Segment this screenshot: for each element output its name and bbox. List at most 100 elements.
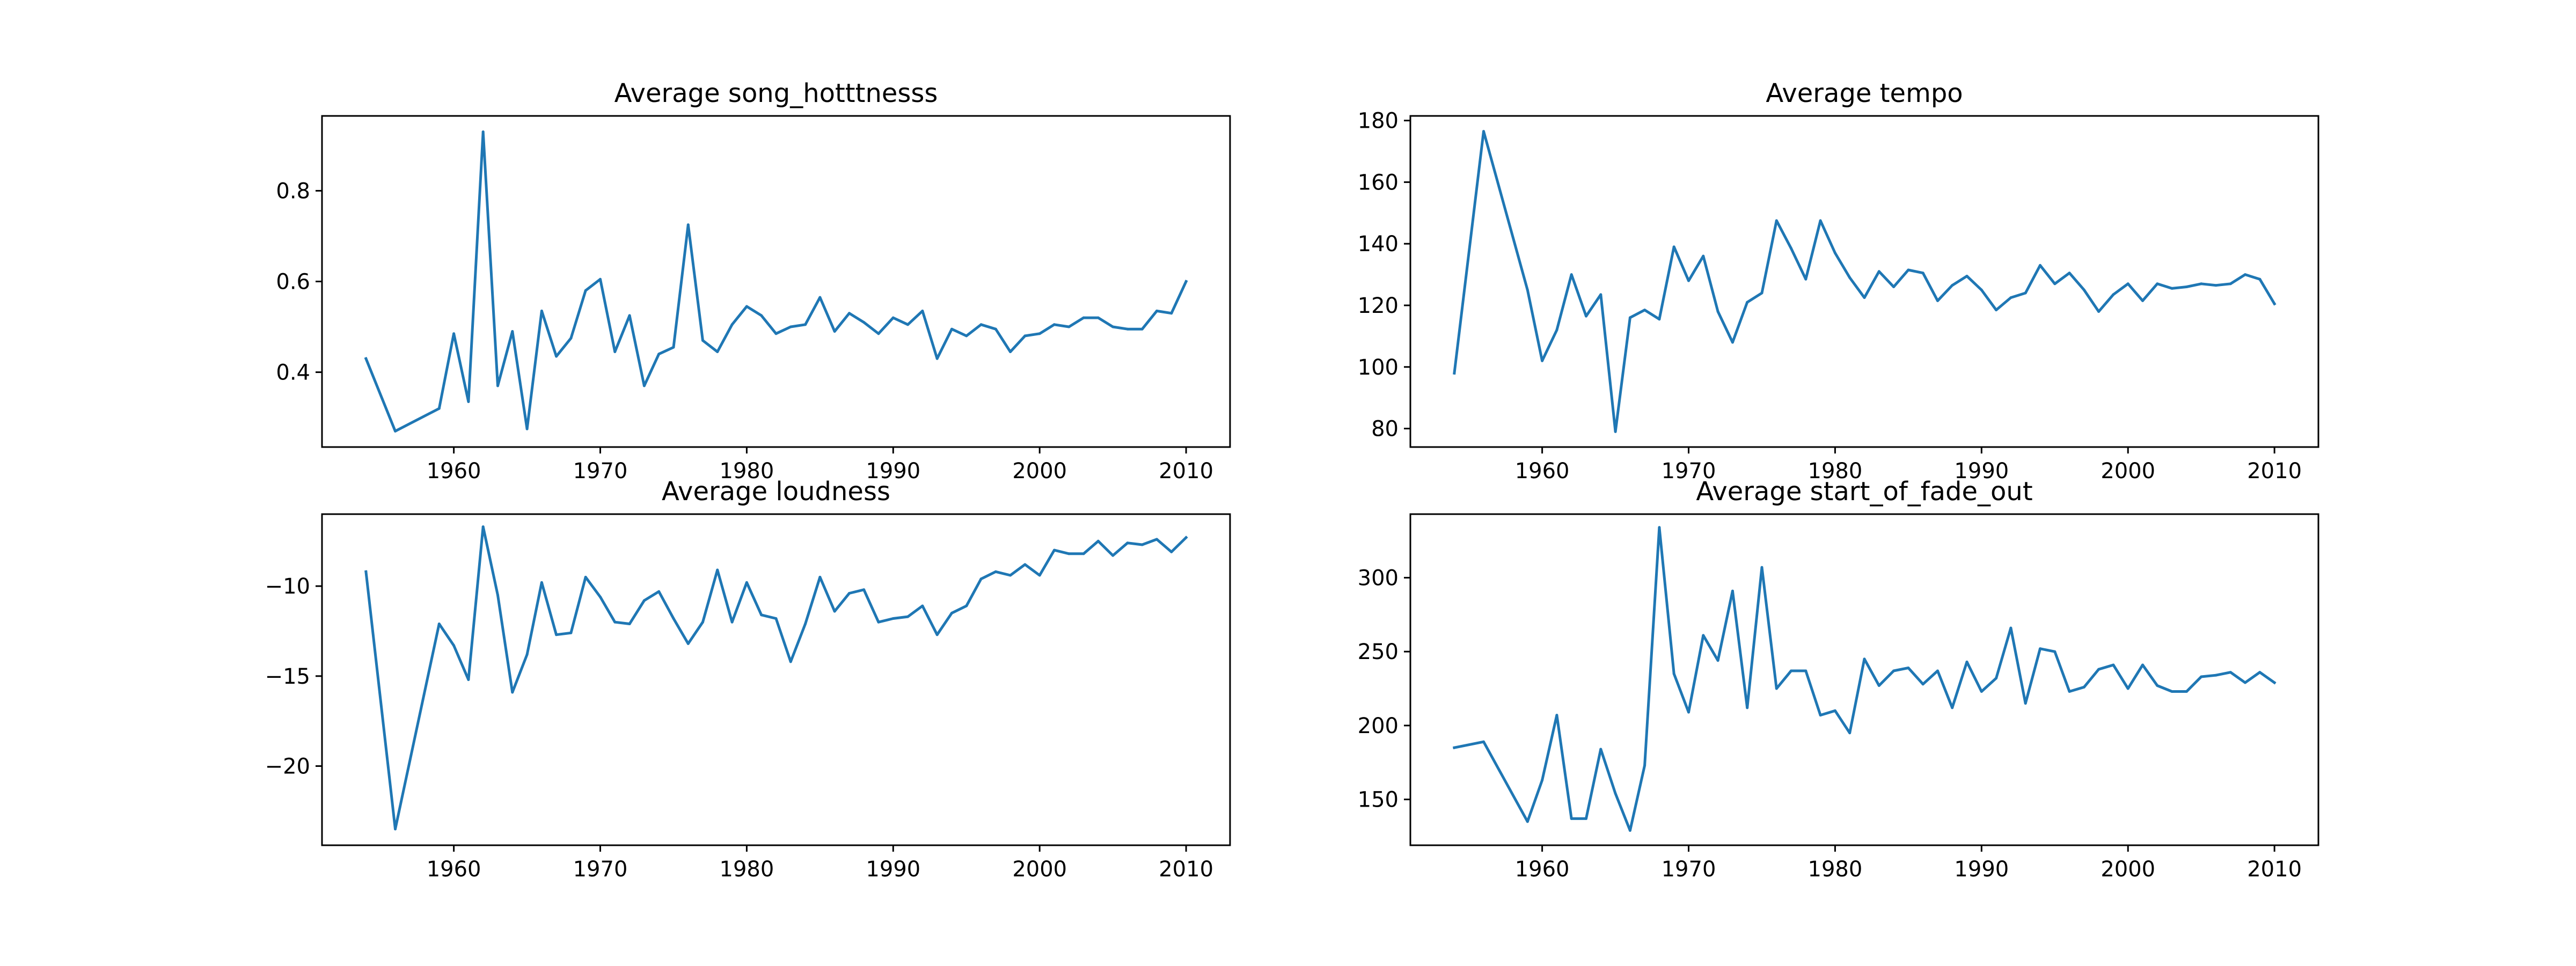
data-point [730,323,734,326]
data-point [2258,671,2262,674]
data-point [2244,273,2246,276]
data-point [1892,669,1896,672]
subplot-loudness: Average loudness 1960 1970 1980 1990 2000 201… [265,477,1231,882]
data-point [833,330,836,333]
data-point [2141,663,2144,667]
data-point [2053,282,2057,286]
y-tick-label: 140 [1358,232,1399,257]
x-tick-label: 1970 [573,459,628,484]
data-point [540,581,543,584]
data-point [1155,538,1158,541]
data-point [2126,282,2129,286]
data-point [394,828,397,831]
data-point [877,620,880,624]
data-point [2214,674,2218,677]
data-point [1453,371,1456,375]
data-point [437,407,441,410]
data-point [1599,293,1602,296]
data-point [1009,574,1012,577]
data-point [628,314,631,317]
data-point [1687,279,1690,282]
data-point [1951,284,1954,287]
data-point [1819,219,1822,222]
data-point [1848,731,1851,735]
data-point [1126,327,1129,331]
data-point [1111,325,1115,328]
x-tick-label: 2010 [2247,857,2302,882]
data-point [2068,272,2071,275]
plot-frame [321,513,1231,846]
data-point [642,384,646,387]
y-tick-label: 300 [1358,566,1399,590]
x-tick-label: 1960 [1515,459,1570,484]
data-point [1833,709,1836,712]
data-point [2039,264,2041,267]
data-point [877,332,880,335]
x-tick-label: 1990 [1954,857,2009,882]
data-point [1053,323,1056,326]
data-point [848,312,851,315]
data-point [481,525,485,528]
data-point [2097,668,2101,671]
data-point [891,617,895,620]
data-point [921,604,924,608]
data-point [1111,554,1115,557]
chart-title: Average song_hotttnesss [614,78,938,108]
data-point [496,384,499,387]
data-point [1907,667,1910,669]
data-point [1482,130,1485,133]
data-point [760,613,763,617]
x-tick-label: 1980 [1808,857,1863,882]
data-point [613,620,617,624]
data-point [1096,539,1100,543]
y-tick-label: −20 [265,754,310,779]
data-point [789,325,792,328]
data-point [2273,681,2276,684]
data-point [1819,714,1822,717]
data-point [1833,251,1836,254]
data-point [672,346,675,349]
plot-frame [1409,115,2319,448]
data-point [965,604,968,608]
y-tick-label: 250 [1358,640,1399,664]
x-tick-label: 1990 [1954,459,2009,484]
data-point [555,355,558,358]
data-point [686,223,690,226]
data-point [1082,552,1085,555]
data-point [2185,690,2188,693]
data-point [481,130,485,134]
data-point [1140,543,1144,546]
data-point [2024,702,2027,705]
data-point [1980,690,1983,693]
data-point [525,427,529,430]
data-point [1628,316,1631,319]
data-point [2229,282,2232,286]
data-point [1921,683,1924,686]
data-point [1628,829,1631,832]
data-point [994,570,997,573]
data-point [1995,677,1998,680]
data-point [1038,574,1041,577]
data-point [1184,280,1188,283]
data-point [511,691,514,694]
data-point [540,309,543,312]
x-tick-label: 1980 [720,459,774,484]
data-point [1643,309,1646,312]
data-point [511,330,514,333]
data-point [584,289,587,292]
data-point [1126,541,1129,545]
data-point [599,277,602,281]
data-point [1687,711,1690,714]
data-point [1082,316,1085,319]
data-point [1731,341,1734,344]
x-tick-label: 1960 [427,857,481,882]
x-tick-label: 1960 [427,459,481,484]
data-point [2214,284,2218,287]
data-point [628,623,631,625]
y-tick-label: 180 [1358,109,1399,134]
data-point [979,577,983,581]
data-point [1453,746,1456,749]
data-point [2229,671,2232,674]
data-point [760,314,763,317]
